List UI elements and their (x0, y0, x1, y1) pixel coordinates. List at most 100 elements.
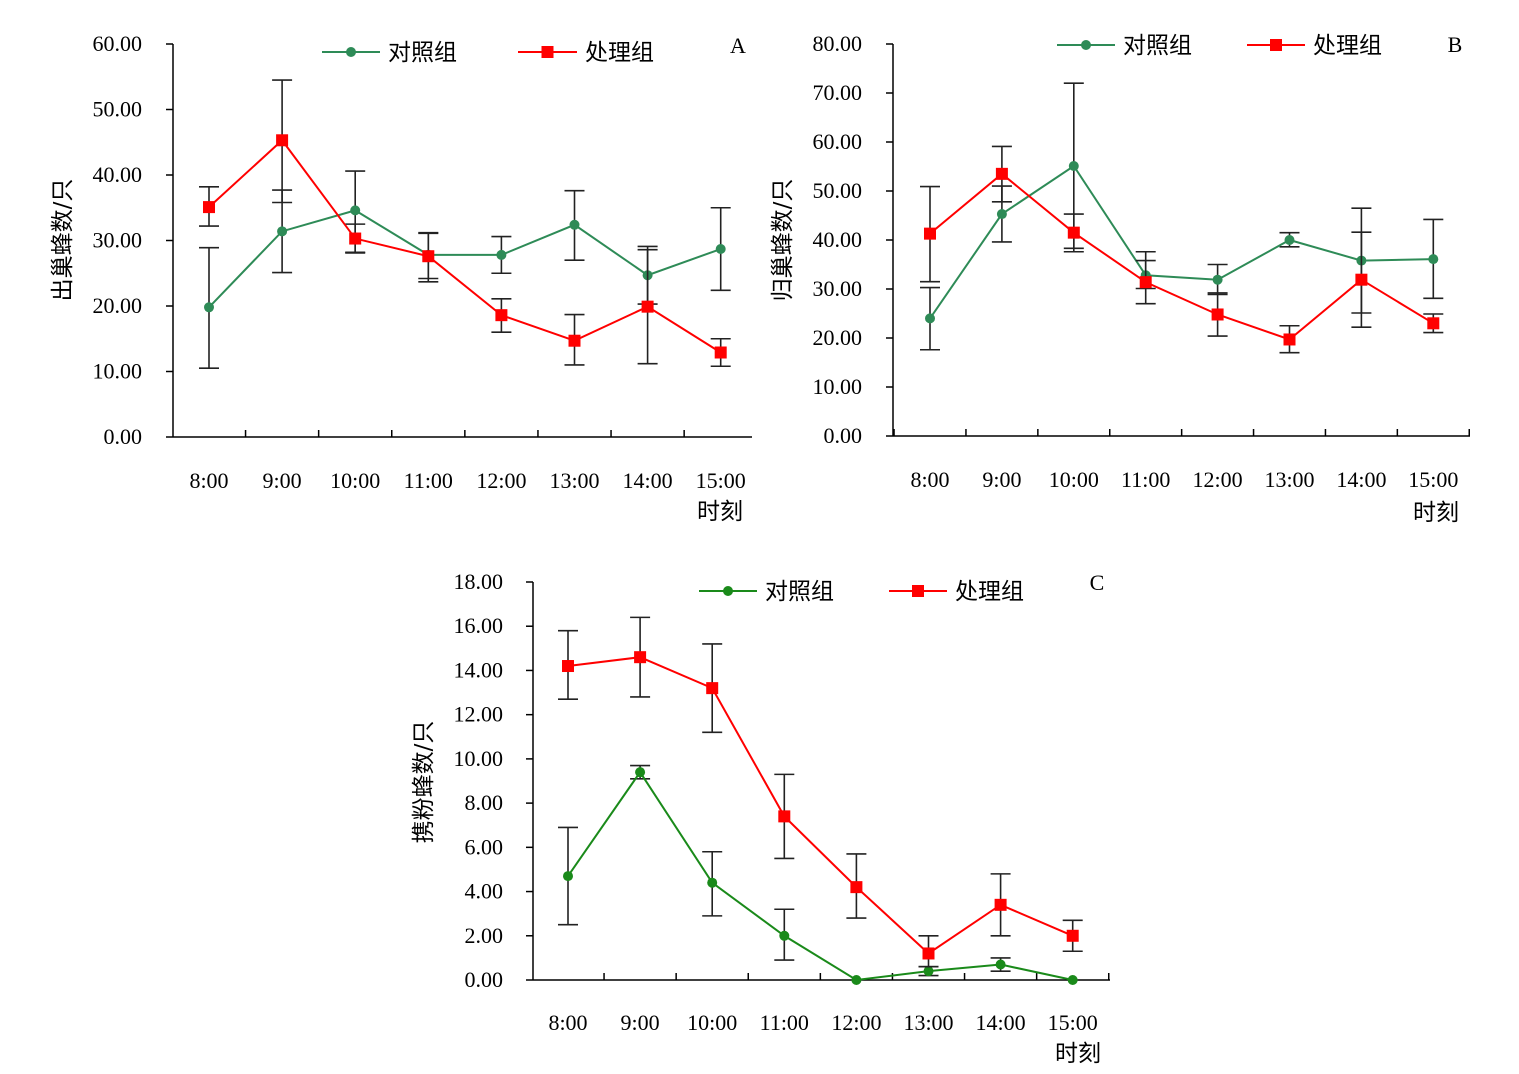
data-point (925, 313, 935, 324)
series-line (929, 164, 1434, 319)
y-tick-label: 6.00 (465, 834, 504, 859)
x-tick-label: 13:00 (903, 1010, 953, 1035)
data-point (706, 682, 719, 695)
y-tick-label: 10.00 (454, 746, 504, 771)
chart-panel-b: 0.00 10.00 20.00 30.00 40.00 50.00 60.00 70.00 8… (770, 31, 1470, 526)
series-line (208, 209, 722, 309)
y-tick-label: 50.00 (813, 178, 863, 203)
x-tick-label: 9:00 (982, 467, 1021, 492)
data-point (1284, 235, 1295, 245)
legend: 对照组 处理组 (699, 579, 1024, 605)
y-tick-label: 40.00 (93, 162, 143, 187)
series-line (567, 770, 1073, 982)
y-tick-label: 60.00 (93, 31, 143, 56)
data-point (1066, 929, 1079, 942)
data-point (715, 244, 726, 255)
data-point (778, 810, 791, 823)
y-tick-label: 20.00 (93, 293, 143, 318)
y-tick-label: 70.00 (813, 80, 863, 105)
x-tick-label: 8:00 (189, 468, 228, 493)
x-tick-label: 10:00 (1049, 467, 1099, 492)
x-axis-title: 时刻 (1413, 500, 1459, 526)
legend-marker (1081, 40, 1091, 50)
y-tick-label: 80.00 (813, 31, 863, 56)
x-tick-label: 8:00 (548, 1010, 587, 1035)
data-point (923, 966, 934, 977)
data-point (635, 767, 646, 778)
y-tick-label: 10.00 (813, 374, 863, 399)
data-point (276, 134, 289, 147)
legend-marker (1270, 39, 1282, 51)
x-tick-label: 11:00 (404, 468, 453, 493)
x-tick-label: 15:00 (1408, 467, 1458, 492)
y-tick-label: 14.00 (454, 657, 504, 682)
data-point (1355, 273, 1368, 286)
x-tick-label: 12:00 (831, 1010, 881, 1035)
x-tick-label: 15:00 (1048, 1010, 1098, 1035)
series-treatment (920, 145, 1444, 354)
data-point (495, 309, 508, 322)
chart-panel-c: 0.00 2.00 4.00 6.00 8.00 10.00 12.00 14.00 16.00… (411, 569, 1110, 1067)
data-point (1067, 226, 1080, 239)
series-control (558, 764, 1078, 985)
x-tick-label: 8:00 (910, 467, 949, 492)
x-tick-label: 13:00 (549, 468, 599, 493)
legend-label: 对照组 (765, 579, 834, 605)
data-point (1067, 975, 1078, 985)
data-point (1428, 254, 1439, 265)
x-tick-label: 13:00 (1264, 467, 1314, 492)
y-tick-label: 10.00 (93, 359, 143, 384)
series-treatment (558, 616, 1083, 968)
data-point (204, 302, 214, 313)
y-tick-label: 0.00 (465, 967, 504, 992)
panel-label: B (1448, 32, 1463, 57)
legend-marker (346, 47, 356, 57)
y-tick-label: 8.00 (465, 790, 504, 815)
legend-label: 处理组 (585, 40, 654, 66)
x-tick-label: 14:00 (1336, 467, 1386, 492)
series-control (199, 170, 731, 370)
x-axis-title: 时刻 (697, 499, 743, 525)
series-line (929, 172, 1434, 341)
legend-label: 对照组 (1123, 33, 1192, 59)
data-point (569, 219, 580, 230)
data-point (277, 226, 288, 237)
legend-label: 处理组 (1313, 33, 1382, 59)
y-tick-label: 60.00 (813, 129, 863, 154)
y-tick-label: 18.00 (454, 569, 504, 594)
data-point (850, 881, 863, 894)
series-line (208, 138, 722, 354)
legend-label: 对照组 (388, 40, 457, 66)
y-axis-title: 归巢蜂数/只 (770, 179, 796, 302)
y-tick-label: 0.00 (104, 424, 143, 449)
data-point (996, 209, 1007, 220)
legend-marker (723, 586, 733, 596)
data-point (995, 167, 1008, 180)
y-tick-label: 30.00 (93, 228, 143, 253)
series-line (567, 656, 1074, 955)
legend: 对照组 处理组 (1057, 33, 1382, 59)
legend-label: 处理组 (955, 579, 1024, 605)
x-tick-label: 14:00 (976, 1010, 1026, 1035)
data-point (851, 975, 862, 985)
panel-label: C (1090, 570, 1105, 595)
data-point (563, 871, 573, 882)
x-tick-label: 9:00 (263, 468, 302, 493)
x-tick-label: 9:00 (621, 1010, 660, 1035)
y-tick-label: 16.00 (454, 613, 504, 638)
data-point (496, 249, 507, 260)
data-point (568, 334, 581, 347)
chart-panel-a: 0.00 10.00 20.00 30.00 40.00 50.00 60.00 8:00 9:… (50, 31, 752, 525)
data-point (714, 346, 727, 359)
data-point (779, 930, 790, 941)
legend-marker (912, 585, 924, 597)
y-tick-label: 30.00 (813, 276, 863, 301)
x-tick-label: 11:00 (760, 1010, 809, 1035)
data-point (924, 227, 936, 240)
series-control (920, 82, 1444, 351)
legend-marker (541, 46, 554, 58)
data-point (1211, 308, 1224, 321)
data-point (994, 898, 1007, 911)
data-point (1068, 161, 1079, 172)
